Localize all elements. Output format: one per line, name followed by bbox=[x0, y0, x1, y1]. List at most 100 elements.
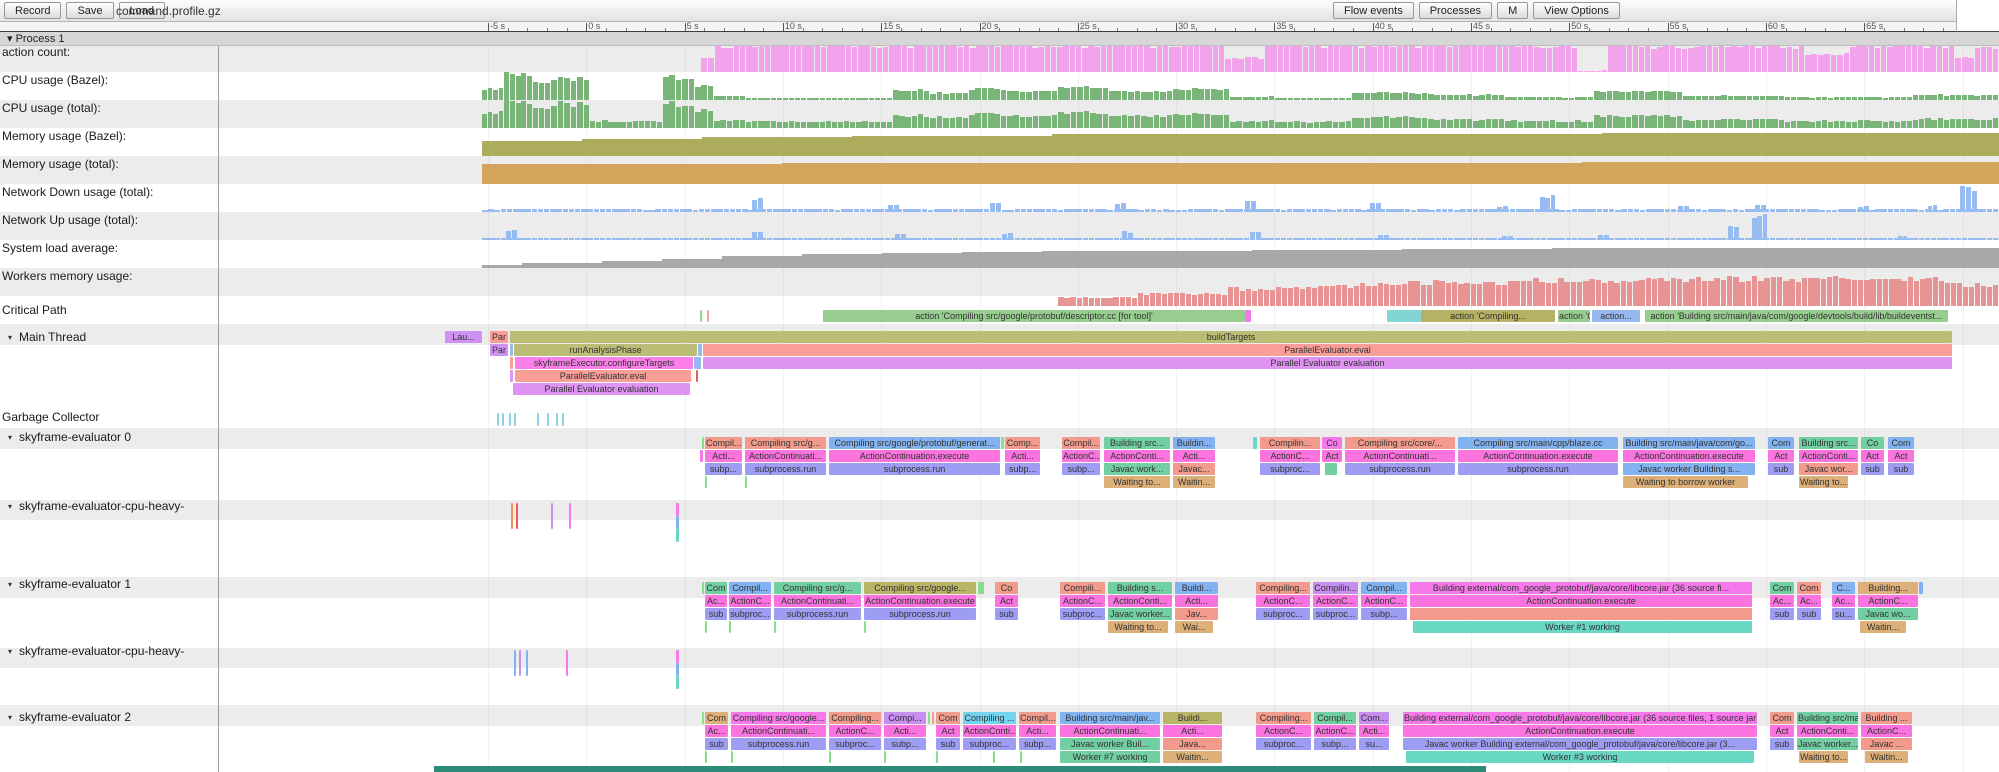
network-up-usage-bar[interactable] bbox=[618, 237, 624, 240]
workers-memory-usage-bar[interactable] bbox=[1282, 288, 1288, 306]
cpu-usage-bazel-bar[interactable] bbox=[1708, 95, 1715, 100]
cpu-usage-total-bar[interactable] bbox=[1931, 119, 1937, 128]
cpu-usage-total-bar[interactable] bbox=[764, 121, 770, 128]
action-count-bar[interactable] bbox=[1187, 44, 1194, 72]
workers-memory-usage-bar[interactable] bbox=[1264, 290, 1270, 306]
action-count-bar[interactable] bbox=[1942, 47, 1949, 72]
cpu-usage-total-bar[interactable] bbox=[1064, 113, 1071, 128]
garbage-collector-event[interactable] bbox=[556, 413, 558, 426]
cpu-usage-bazel-bar[interactable] bbox=[1421, 93, 1428, 100]
track-header-skyframe-evaluator-cpu-heavy-[interactable]: ▾ skyframe-evaluator-cpu-heavy- bbox=[8, 644, 184, 658]
skyframe-evaluator-0-event[interactable]: subprocess.run bbox=[1458, 463, 1618, 475]
cpu-usage-total-bar[interactable] bbox=[1772, 119, 1778, 128]
skyframe-evaluator-0-event[interactable] bbox=[1253, 437, 1257, 449]
cpu-usage-bazel-bar[interactable] bbox=[669, 75, 676, 100]
network-down-usage-bar[interactable] bbox=[903, 209, 909, 212]
network-down-usage-bar[interactable] bbox=[1491, 209, 1497, 212]
action-count-bar[interactable] bbox=[851, 47, 858, 72]
network-up-usage-bar[interactable] bbox=[717, 237, 723, 240]
action-count-bar[interactable] bbox=[1206, 43, 1212, 72]
network-up-usage-bar[interactable] bbox=[1156, 238, 1163, 240]
network-down-usage-bar[interactable] bbox=[1370, 203, 1376, 212]
skyframe-evaluator-2-event[interactable] bbox=[705, 751, 707, 763]
network-up-usage-bar[interactable] bbox=[593, 237, 599, 240]
skyframe-evaluator-0-event[interactable]: Waiting to borrow worker bbox=[1623, 476, 1748, 488]
skyframe-evaluator-2-event[interactable]: Acti... bbox=[1359, 725, 1389, 737]
action-count-bar[interactable] bbox=[901, 43, 908, 72]
workers-memory-usage-bar[interactable] bbox=[1876, 279, 1882, 306]
cpu-usage-bazel-bar[interactable] bbox=[837, 97, 844, 100]
workers-memory-usage-bar[interactable] bbox=[1539, 282, 1545, 306]
cpu-usage-total-bar[interactable] bbox=[1352, 117, 1358, 128]
network-down-usage-bar[interactable] bbox=[686, 209, 692, 212]
action-count-bar[interactable] bbox=[1830, 54, 1837, 72]
cpu-usage-bazel-bar[interactable] bbox=[1734, 95, 1740, 100]
action-count-bar[interactable] bbox=[1377, 42, 1384, 72]
network-down-usage-bar[interactable] bbox=[1454, 209, 1460, 212]
skyframe-evaluator-1-event[interactable]: Compil... bbox=[729, 582, 771, 594]
workers-memory-usage-bar[interactable] bbox=[1664, 280, 1670, 306]
network-down-usage-bar[interactable] bbox=[1992, 208, 1999, 212]
network-down-usage-bar[interactable] bbox=[1571, 209, 1578, 212]
workers-memory-usage-bar[interactable] bbox=[1458, 283, 1464, 306]
network-up-usage-bar[interactable] bbox=[1132, 237, 1138, 240]
network-down-usage-bar[interactable] bbox=[1299, 209, 1305, 212]
action-count-bar[interactable] bbox=[1657, 47, 1663, 72]
main-thread-event[interactable] bbox=[510, 344, 513, 356]
network-up-usage-bar[interactable] bbox=[752, 232, 758, 240]
network-down-usage-bar[interactable] bbox=[816, 209, 822, 212]
cpu-usage-bazel-bar[interactable] bbox=[856, 97, 862, 100]
cpu-usage-total-bar[interactable] bbox=[1949, 119, 1956, 128]
network-up-usage-bar[interactable] bbox=[1992, 237, 1999, 240]
skyframe-evaluator-1-event[interactable]: Compilin... bbox=[1313, 582, 1358, 594]
network-up-usage-bar[interactable] bbox=[1014, 237, 1020, 240]
workers-memory-usage-bar[interactable] bbox=[1210, 293, 1216, 306]
action-count-bar[interactable] bbox=[889, 42, 895, 72]
cpu-usage-bazel-bar[interactable] bbox=[1846, 97, 1852, 100]
network-up-usage-bar[interactable] bbox=[1695, 237, 1702, 240]
cpu-usage-total-bar[interactable] bbox=[1956, 119, 1962, 128]
action-count-bar[interactable] bbox=[864, 42, 870, 72]
network-up-usage-bar[interactable] bbox=[1101, 237, 1107, 240]
network-down-usage-bar[interactable] bbox=[550, 209, 556, 212]
network-up-usage-bar[interactable] bbox=[723, 237, 729, 240]
network-up-usage-bar[interactable] bbox=[581, 237, 587, 240]
network-up-usage-bar[interactable] bbox=[1026, 237, 1033, 240]
cpu-usage-bazel-bar[interactable] bbox=[1352, 93, 1358, 100]
workers-memory-usage-bar[interactable] bbox=[1595, 279, 1601, 306]
cpu-usage-bazel-bar[interactable] bbox=[1839, 97, 1846, 100]
action-count-bar[interactable] bbox=[1975, 48, 1981, 72]
action-count-bar[interactable] bbox=[970, 47, 976, 72]
skyframe-evaluator-0-event[interactable] bbox=[745, 476, 747, 488]
workers-memory-usage-bar[interactable] bbox=[1589, 278, 1595, 306]
cpu-usage-total-bar[interactable] bbox=[1236, 120, 1243, 128]
action-count-bar[interactable] bbox=[1675, 48, 1682, 72]
cpu-usage-total-bar[interactable] bbox=[1000, 115, 1007, 128]
cpu-usage-total-bar[interactable] bbox=[682, 105, 688, 128]
cpu-usage-total-bar[interactable] bbox=[837, 121, 844, 128]
cpu-usage-total-bar[interactable] bbox=[1536, 121, 1543, 128]
cpu-usage-total-bar[interactable] bbox=[626, 121, 632, 128]
skyframe-evaluator-0-event[interactable]: Compiling src/main/cpp/blaze.cc bbox=[1458, 437, 1618, 449]
cpu-usage-bazel-bar[interactable] bbox=[509, 73, 515, 100]
network-down-usage-bar[interactable] bbox=[1858, 206, 1864, 212]
cpu-usage-total-bar[interactable] bbox=[509, 101, 515, 128]
cpu-usage-total-bar[interactable] bbox=[956, 117, 962, 128]
network-down-usage-bar[interactable] bbox=[915, 208, 921, 212]
skyframe-evaluator-0-event[interactable] bbox=[702, 437, 704, 449]
network-down-usage-bar[interactable] bbox=[996, 202, 1002, 212]
network-up-usage-bar[interactable] bbox=[587, 237, 593, 240]
skyframe-evaluator-1-event[interactable]: ActionC... bbox=[1060, 595, 1105, 607]
action-count-bar[interactable] bbox=[1434, 42, 1440, 72]
network-up-usage-bar[interactable] bbox=[989, 237, 996, 240]
workers-memory-usage-bar[interactable] bbox=[1156, 292, 1162, 306]
workers-memory-usage-bar[interactable] bbox=[1614, 282, 1620, 306]
network-down-usage-bar[interactable] bbox=[1187, 209, 1194, 212]
cpu-usage-bazel-bar[interactable] bbox=[1555, 97, 1562, 100]
cpu-usage-total-bar[interactable] bbox=[856, 121, 862, 128]
workers-memory-usage-bar[interactable] bbox=[1714, 277, 1720, 306]
action-count-bar[interactable] bbox=[1584, 70, 1590, 72]
action-count-bar[interactable] bbox=[1948, 42, 1955, 72]
network-down-usage-bar[interactable] bbox=[1658, 208, 1664, 212]
network-up-usage-bar[interactable] bbox=[1819, 238, 1825, 240]
